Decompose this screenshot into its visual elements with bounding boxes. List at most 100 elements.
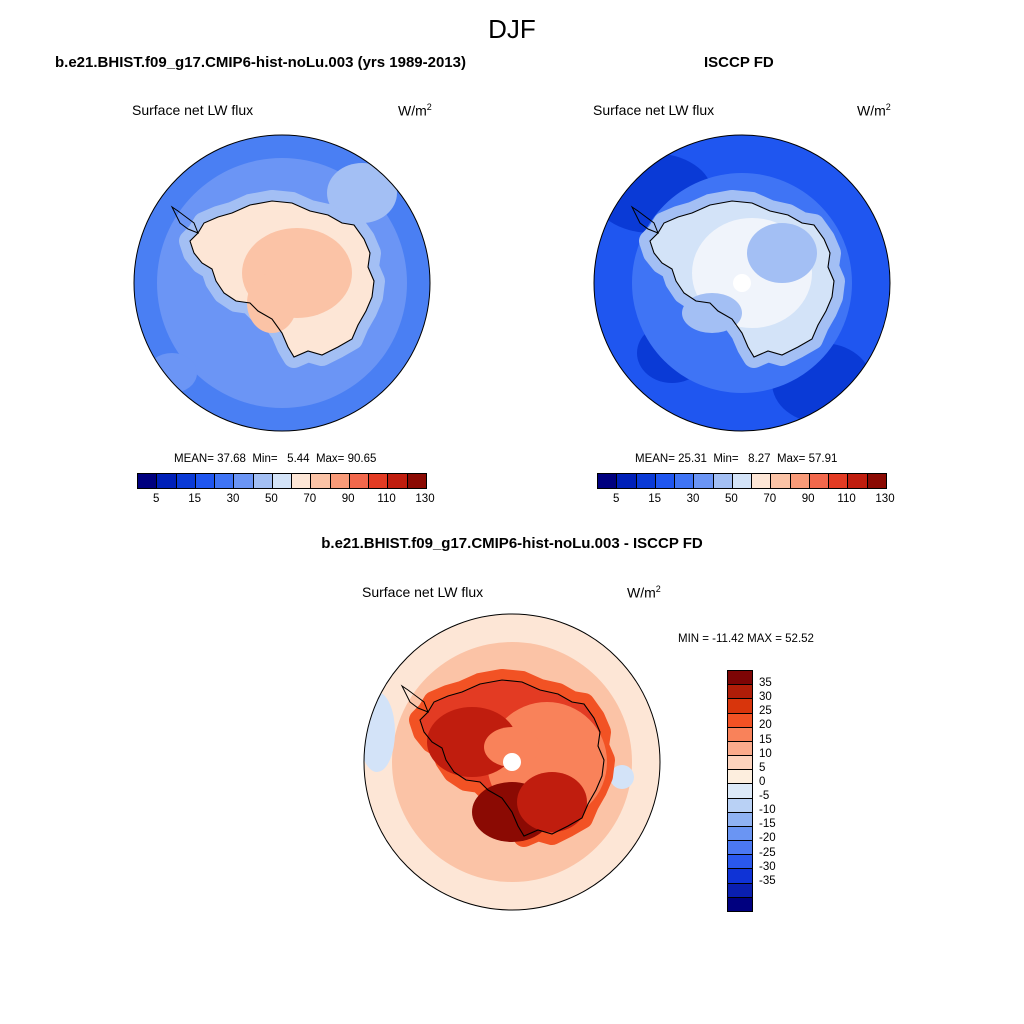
diff-stats: MIN = -11.42 MAX = 52.52 — [678, 633, 814, 645]
diff-variable-label: Surface net LW flux — [362, 584, 484, 600]
coastline — [189, 200, 375, 358]
colorbar-swatch — [752, 474, 772, 488]
model-colorbar — [137, 473, 427, 489]
colorbar-tick-label: 30 — [686, 493, 700, 505]
colorbar-tick-label: 110 — [377, 493, 396, 505]
colorbar-tick-label: 20 — [759, 719, 772, 732]
colorbar-tick-label: -10 — [759, 804, 776, 817]
colorbar-tick-label: -25 — [759, 846, 776, 859]
colorbar-swatch — [157, 474, 177, 488]
colorbar-swatch — [272, 474, 293, 488]
diff-colorbar-ticks: 35 30 25 20 15 10 5 0 -5 -10 -15 -20 -25 -30 -35 — [759, 670, 799, 910]
figure-title: DJF — [488, 14, 536, 44]
interior-contour — [247, 273, 297, 333]
colorbar-swatch — [138, 474, 158, 488]
colorbar-swatch — [728, 685, 752, 700]
colorbar-swatch — [598, 474, 618, 488]
colorbar-swatch — [728, 826, 752, 842]
colorbar-swatch — [728, 741, 752, 757]
colorbar-tick-label: 70 — [303, 493, 317, 505]
colorbar-tick-label: 15 — [759, 733, 772, 746]
colorbar-tick-label: 25 — [759, 705, 772, 718]
colorbar-tick-label: 0 — [759, 775, 766, 788]
diff-units-label: W/m2 — [627, 584, 661, 601]
obs-stats: MEAN= 25.31 Min= 8.27 Max= 57.91 — [635, 453, 838, 465]
colorbar-swatch — [636, 474, 656, 488]
colorbar-tick-label: -20 — [759, 832, 776, 845]
obs-variable-label: Surface net LW flux — [593, 102, 715, 118]
colorbar-tick-label: 5 — [152, 493, 160, 505]
colorbar-tick-label: 50 — [724, 493, 738, 505]
colorbar-swatch — [713, 474, 733, 488]
colorbar-tick-label: 30 — [759, 691, 772, 704]
colorbar-swatch — [195, 474, 216, 488]
colorbar-swatch — [292, 474, 312, 488]
colorbar-tick-label: 130 — [875, 493, 895, 505]
colorbar-swatch — [234, 474, 254, 488]
colorbar-swatch — [728, 855, 752, 870]
colorbar-swatch — [349, 474, 370, 488]
colorbar-tick-label: -30 — [759, 860, 776, 873]
colorbar-tick-label: 70 — [763, 493, 777, 505]
interior-contour — [747, 223, 817, 283]
colorbar-swatch — [771, 474, 791, 488]
model-variable-label: Surface net LW flux — [132, 102, 254, 118]
colorbar-swatch — [728, 897, 752, 911]
colorbar-swatch — [176, 474, 196, 488]
colorbar-tick-label: 90 — [801, 493, 815, 505]
colorbar-swatch — [728, 869, 752, 884]
colorbar-swatch — [617, 474, 637, 488]
obs-panel-title: ISCCP FD — [704, 54, 774, 71]
colorbar-swatch — [848, 474, 868, 488]
interior-contour — [682, 293, 742, 333]
colorbar-tick-label: 130 — [415, 493, 435, 505]
model-stats: MEAN= 37.68 Min= 5.44 Max= 90.65 — [174, 453, 377, 465]
peninsula-coastline — [170, 205, 199, 234]
colorbar-tick-label: 90 — [341, 493, 355, 505]
colorbar-tick-label: 5 — [759, 761, 766, 774]
pole-hole — [503, 753, 521, 771]
colorbar-swatch — [369, 474, 389, 488]
map-border — [593, 134, 891, 432]
colorbar-swatch — [388, 474, 408, 488]
colorbar-swatch — [732, 474, 753, 488]
peninsula-coastline — [630, 205, 659, 234]
coastline — [649, 200, 835, 358]
colorbar-swatch — [407, 474, 426, 488]
interior-contour — [484, 727, 540, 767]
colorbar-tick-label: -15 — [759, 818, 776, 831]
colorbar-tick-label: 50 — [264, 493, 278, 505]
colorbar-swatch — [728, 699, 752, 714]
colorbar-swatch — [655, 474, 676, 488]
colorbar-swatch — [675, 474, 695, 488]
model-panel-title: b.e21.BHIST.f09_g17.CMIP6-hist-noLu.003 … — [55, 54, 466, 71]
diff-panel-title: b.e21.BHIST.f09_g17.CMIP6-hist-noLu.003 … — [321, 535, 703, 552]
diff-colorbar — [727, 670, 753, 912]
colorbar-swatch — [728, 841, 752, 856]
interior-contour — [517, 772, 587, 832]
diff-polar-map — [363, 613, 661, 911]
colorbar-tick-label: -35 — [759, 874, 776, 887]
colorbar-tick-label: -5 — [759, 790, 770, 803]
colorbar-swatch — [728, 756, 752, 771]
obs-polar-map — [593, 134, 891, 432]
map-border — [133, 134, 431, 432]
colorbar-tick-label: 15 — [188, 493, 201, 505]
colorbar-swatch — [728, 812, 752, 827]
colorbar-swatch — [867, 474, 886, 488]
coastline — [419, 679, 605, 837]
colorbar-swatch — [694, 474, 714, 488]
colorbar-tick-label: 30 — [226, 493, 240, 505]
obs-colorbar — [597, 473, 887, 489]
map-border — [363, 613, 661, 911]
peninsula-coastline — [400, 684, 429, 713]
colorbar-tick-label: 5 — [612, 493, 620, 505]
colorbar-swatch — [253, 474, 273, 488]
model-polar-map — [133, 134, 431, 432]
colorbar-swatch — [728, 713, 752, 728]
colorbar-swatch — [728, 883, 752, 898]
obs-units-label: W/m2 — [857, 102, 891, 119]
colorbar-tick-label: 110 — [837, 493, 856, 505]
field-contour — [327, 163, 397, 223]
colorbar-swatch — [728, 784, 752, 799]
